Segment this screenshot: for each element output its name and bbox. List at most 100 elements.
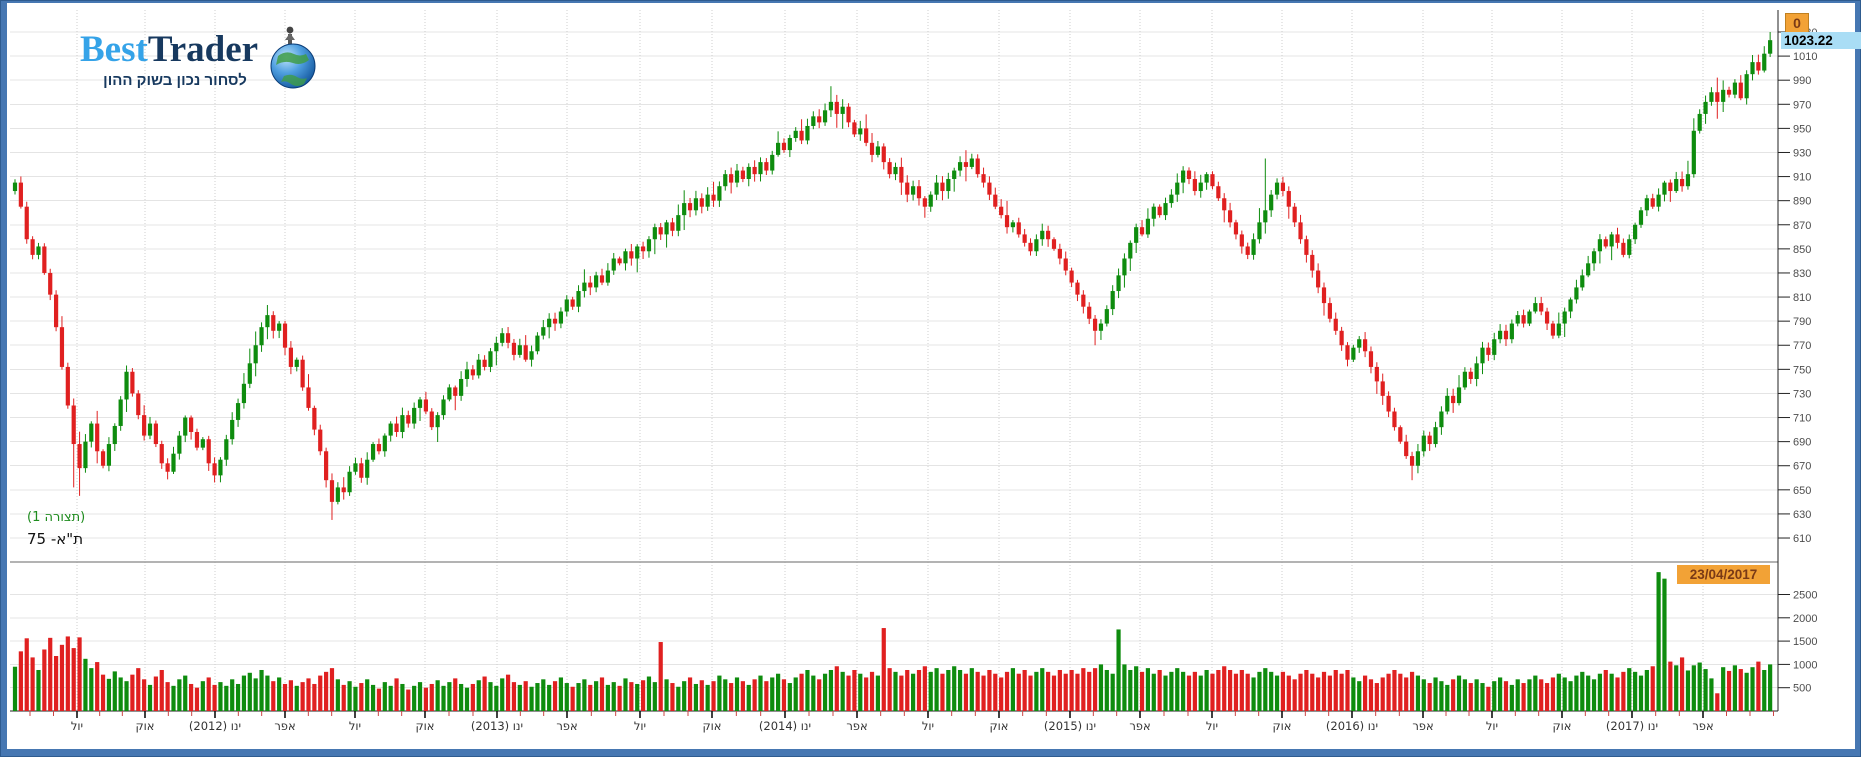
volume-bar[interactable] (394, 678, 399, 711)
candle[interactable] (1098, 319, 1104, 340)
candle[interactable] (1492, 332, 1497, 361)
volume-bar[interactable] (1016, 673, 1021, 711)
volume-bar[interactable] (212, 684, 217, 711)
volume-bar[interactable] (1509, 684, 1514, 711)
candle[interactable] (288, 341, 293, 375)
candle[interactable] (617, 256, 622, 266)
volume-bar[interactable] (811, 675, 816, 711)
candle[interactable] (1474, 356, 1479, 387)
volume-bar[interactable] (341, 684, 346, 711)
candle[interactable] (30, 236, 35, 260)
volume-bar[interactable] (1433, 677, 1438, 711)
candle[interactable] (1697, 109, 1702, 134)
candle[interactable] (441, 395, 446, 420)
candle[interactable] (335, 482, 340, 505)
volume-bar[interactable] (1145, 668, 1151, 711)
volume-bar[interactable] (42, 649, 47, 711)
volume-bar[interactable] (1627, 668, 1632, 711)
volume-bar[interactable] (787, 683, 792, 711)
candle[interactable] (529, 345, 534, 367)
candle[interactable] (1116, 268, 1121, 299)
volume-bar[interactable] (505, 674, 511, 711)
candle[interactable] (118, 396, 123, 431)
volume-bar[interactable] (494, 685, 499, 711)
candle[interactable] (576, 285, 581, 313)
candle[interactable] (1134, 223, 1139, 253)
volume-bar[interactable] (770, 677, 775, 711)
candle[interactable] (1709, 87, 1714, 106)
candle[interactable] (1339, 326, 1344, 351)
volume-bar[interactable] (18, 651, 23, 711)
volume-bar[interactable] (1615, 677, 1620, 711)
volume-bar[interactable] (629, 682, 634, 711)
candle[interactable] (640, 241, 646, 260)
candle[interactable] (1621, 238, 1626, 258)
volume-bar[interactable] (1544, 683, 1550, 711)
candle[interactable] (1421, 430, 1426, 457)
volume-bar[interactable] (200, 681, 205, 711)
candle[interactable] (83, 434, 88, 473)
volume-bar[interactable] (975, 671, 980, 711)
volume-bar[interactable] (746, 684, 751, 711)
volume-bar[interactable] (682, 681, 687, 711)
volume-bar[interactable] (676, 686, 681, 711)
candle[interactable] (1668, 179, 1673, 202)
volume-bar[interactable] (206, 677, 211, 711)
candle[interactable] (1679, 171, 1685, 192)
volume-bar[interactable] (899, 675, 904, 711)
candle[interactable] (1110, 285, 1115, 316)
volume-bar[interactable] (1227, 669, 1233, 711)
candle[interactable] (106, 437, 112, 472)
candle[interactable] (1398, 425, 1403, 444)
volume-bar[interactable] (805, 669, 810, 711)
candle[interactable] (1691, 118, 1696, 178)
candle[interactable] (1533, 297, 1538, 314)
candle[interactable] (899, 157, 904, 195)
candle[interactable] (1544, 307, 1550, 330)
volume-bar[interactable] (1046, 671, 1051, 711)
volume-bar[interactable] (153, 676, 158, 711)
volume-bar[interactable] (1415, 675, 1421, 711)
candle[interactable] (928, 191, 933, 212)
volume-bar[interactable] (30, 657, 35, 711)
candle[interactable] (359, 457, 364, 483)
candle[interactable] (142, 405, 147, 441)
candle[interactable] (464, 361, 470, 387)
candle[interactable] (376, 438, 382, 455)
candle[interactable] (1462, 367, 1467, 390)
candle[interactable] (1768, 32, 1773, 58)
volume-bar[interactable] (253, 678, 258, 711)
volume-bar[interactable] (940, 673, 945, 711)
volume-bar[interactable] (1298, 673, 1303, 711)
candle[interactable] (1638, 207, 1644, 228)
candle[interactable] (987, 176, 992, 201)
volume-bar[interactable] (1556, 673, 1561, 711)
volume-bar[interactable] (646, 676, 652, 711)
candle[interactable] (1562, 307, 1567, 338)
candle[interactable] (1674, 171, 1679, 193)
volume-bar[interactable] (1386, 673, 1391, 711)
candle[interactable] (59, 316, 65, 370)
candle[interactable] (975, 154, 980, 178)
candle[interactable] (1404, 434, 1409, 459)
volume-bar[interactable] (1269, 671, 1274, 711)
volume-bar[interactable] (705, 684, 710, 711)
volume-bar[interactable] (987, 669, 992, 711)
candle[interactable] (846, 103, 851, 128)
volume-bar[interactable] (640, 680, 646, 711)
candle[interactable] (1756, 54, 1761, 75)
volume-bar[interactable] (1756, 661, 1761, 711)
volume-bar[interactable] (817, 679, 822, 711)
candle[interactable] (1139, 220, 1145, 237)
candle[interactable] (1263, 158, 1268, 234)
volume-bar[interactable] (335, 679, 340, 711)
candle[interactable] (1750, 55, 1755, 81)
candle[interactable] (1503, 324, 1509, 347)
volume-bar[interactable] (1668, 661, 1673, 711)
candle[interactable] (1316, 263, 1321, 294)
volume-bar[interactable] (259, 669, 264, 711)
volume-bar[interactable] (1263, 668, 1268, 711)
candle[interactable] (1386, 391, 1391, 418)
volume-bar[interactable] (1239, 669, 1244, 711)
candle[interactable] (194, 428, 200, 451)
